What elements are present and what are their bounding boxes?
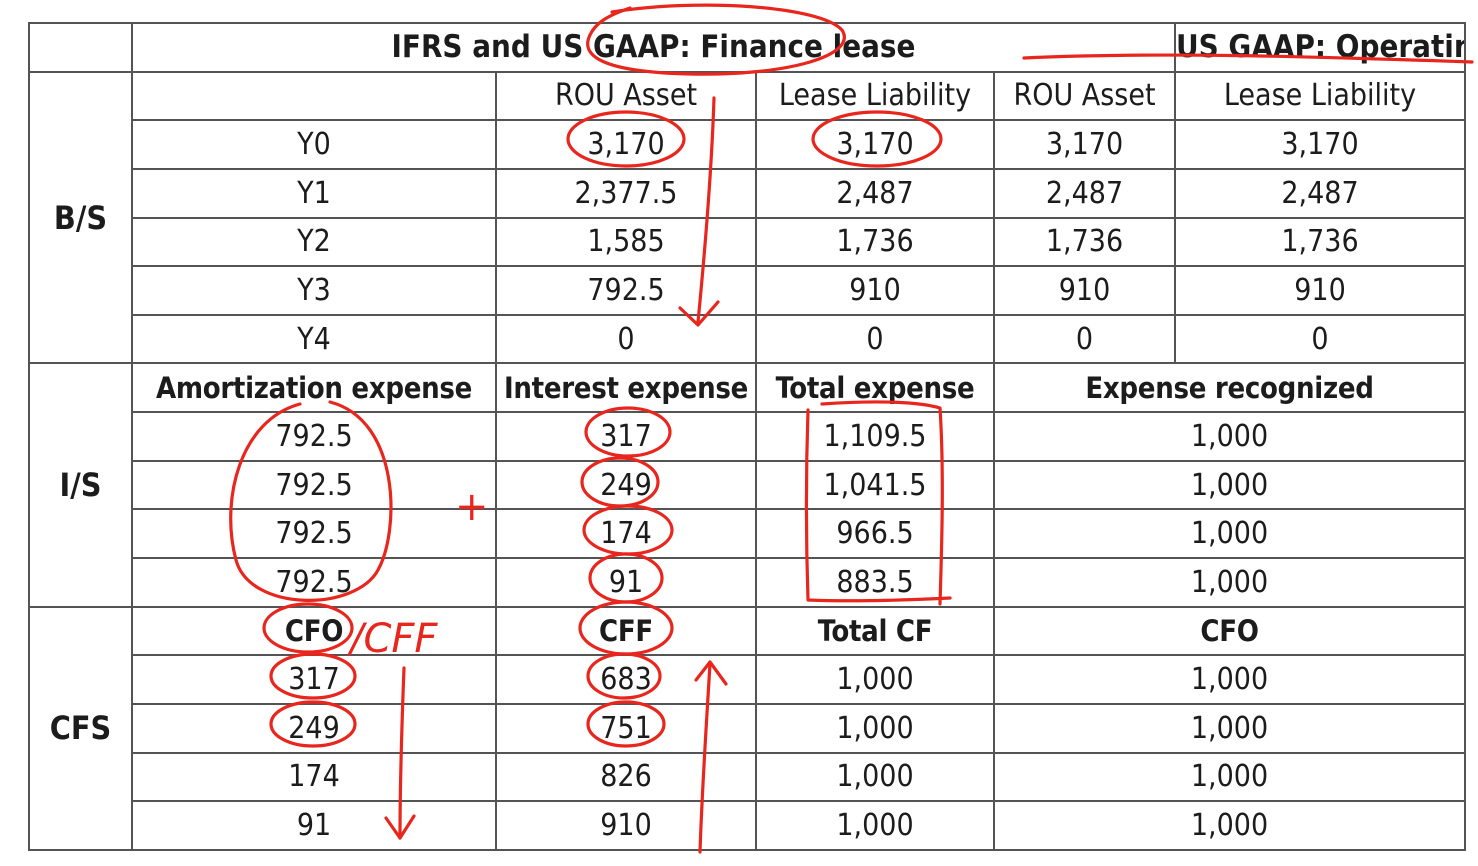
cfs-cfo: 91	[131, 800, 497, 851]
cfs-cff: 683	[495, 654, 757, 705]
bs-lease-liability: 3,170	[755, 119, 995, 170]
cfs-cff: 826	[495, 751, 757, 803]
bs-row: Y0 3,170 3,170 3,170 3,170	[29, 119, 1466, 170]
bs-op-lease-liability-header: Lease Liability	[1174, 70, 1466, 122]
is-total: 1,109.5	[755, 411, 995, 462]
cfs-op-cfo: 1,000	[993, 800, 1466, 851]
bs-rou-asset: 1,585	[495, 216, 757, 268]
lease-comparison-table: IFRS and US GAAP: Finance lease US GAAP:…	[28, 22, 1466, 852]
cfs-cfo: 317	[131, 654, 497, 705]
bs-lease-liability-header: Lease Liability	[755, 70, 995, 122]
cfs-total-cf: 1,000	[755, 751, 995, 803]
cfs-section-label: CFS	[28, 605, 133, 852]
is-recognized: 1,000	[993, 508, 1466, 560]
bs-rou-asset: 0	[495, 313, 757, 365]
is-amortization-header: Amortization expense	[131, 362, 497, 414]
bs-op-rou-asset: 910	[993, 265, 1176, 316]
bs-lease-liability: 1,736	[755, 216, 995, 268]
cfs-total-cf-header: Total CF	[755, 605, 995, 657]
cfs-cff-header: CFF	[495, 605, 757, 657]
cfs-cff: 910	[495, 800, 757, 851]
cfs-op-cfo: 1,000	[993, 751, 1466, 803]
is-total: 883.5	[755, 557, 995, 608]
header-row: IFRS and US GAAP: Finance lease US GAAP:…	[28, 22, 1466, 73]
bs-op-rou-asset: 1,736	[993, 216, 1176, 268]
bs-row: Y4 0 0 0 0	[29, 313, 1466, 365]
is-recognized: 1,000	[993, 557, 1466, 608]
bs-year: Y3	[131, 265, 497, 316]
is-section-label: I/S	[28, 362, 133, 608]
cfs-total-cf: 1,000	[755, 654, 995, 705]
cfs-total-cf: 1,000	[755, 702, 995, 754]
cfs-op-cfo: 1,000	[993, 702, 1466, 754]
is-total: 1,041.5	[755, 459, 995, 511]
operating-lease-title: US GAAP: Operating lease	[1174, 22, 1466, 73]
is-interest: 317	[495, 411, 757, 462]
bs-year: Y4	[131, 313, 497, 365]
bs-rou-asset: 792.5	[495, 265, 757, 316]
bs-op-lease-liability: 1,736	[1174, 216, 1466, 268]
bs-year: Y0	[131, 119, 497, 170]
cfs-row: 174 826 1,000 1,000	[29, 751, 1466, 803]
cfs-total-cf: 1,000	[755, 800, 995, 851]
bs-lease-liability: 2,487	[755, 167, 995, 219]
is-column-header-row: I/S Amortization expense Interest expens…	[28, 362, 1466, 608]
bs-op-rou-asset-header: ROU Asset	[993, 70, 1176, 122]
corner-cell	[28, 22, 133, 73]
is-interest: 249	[495, 459, 757, 511]
cfs-cfo: 249	[131, 702, 497, 754]
is-amortization: 792.5	[131, 557, 497, 608]
bs-year: Y1	[131, 167, 497, 219]
bs-op-lease-liability: 0	[1174, 313, 1466, 365]
is-amortization: 792.5	[131, 459, 497, 511]
cfs-row: 317 683 1,000 1,000	[29, 654, 1466, 705]
bs-rou-asset-header: ROU Asset	[495, 70, 757, 122]
is-recognized: 1,000	[993, 411, 1466, 462]
bs-op-rou-asset: 3,170	[993, 119, 1176, 170]
is-total-header: Total expense	[755, 362, 995, 414]
bs-op-rou-asset: 0	[993, 313, 1176, 365]
is-amortization: 792.5	[131, 508, 497, 560]
bs-op-lease-liability: 910	[1174, 265, 1466, 316]
is-row: 792.5 174 966.5 1,000	[29, 508, 1466, 560]
is-row: 792.5 91 883.5 1,000	[29, 557, 1466, 608]
is-interest: 174	[495, 508, 757, 560]
bs-year: Y2	[131, 216, 497, 268]
cfs-cfo: 174	[131, 751, 497, 803]
bs-op-lease-liability: 2,487	[1174, 167, 1466, 219]
is-total: 966.5	[755, 508, 995, 560]
bs-op-rou-asset: 2,487	[993, 167, 1176, 219]
bs-op-lease-liability: 3,170	[1174, 119, 1466, 170]
cfs-column-header-row: CFS CFO CFF Total CF CFO	[28, 605, 1466, 852]
is-recognized: 1,000	[993, 459, 1466, 511]
is-row: 792.5 317 1,109.5 1,000	[29, 411, 1466, 462]
cfs-row: 249 751 1,000 1,000	[29, 702, 1466, 754]
bs-year-header	[131, 70, 497, 122]
cfs-cfo-header: CFO	[131, 605, 497, 657]
cfs-op-cfo-header: CFO	[993, 605, 1466, 657]
cfs-row: 91 910 1,000 1,000	[29, 800, 1466, 851]
bs-lease-liability: 0	[755, 313, 995, 365]
is-interest: 91	[495, 557, 757, 608]
is-interest-header: Interest expense	[495, 362, 757, 414]
bs-row: Y1 2,377.5 2,487 2,487 2,487	[29, 167, 1466, 219]
is-recognized-header: Expense recognized	[993, 362, 1466, 414]
bs-row: Y2 1,585 1,736 1,736 1,736	[29, 216, 1466, 268]
is-amortization: 792.5	[131, 411, 497, 462]
is-row: 792.5 249 1,041.5 1,000	[29, 459, 1466, 511]
bs-row: Y3 792.5 910 910 910	[29, 265, 1466, 316]
cfs-op-cfo: 1,000	[993, 654, 1466, 705]
bs-rou-asset: 2,377.5	[495, 167, 757, 219]
bs-lease-liability: 910	[755, 265, 995, 316]
bs-column-header-row: B/S ROU Asset Lease Liability ROU Asset …	[28, 70, 1466, 365]
bs-section-label: B/S	[28, 70, 133, 365]
finance-lease-title: IFRS and US GAAP: Finance lease	[131, 22, 1176, 73]
bs-rou-asset: 3,170	[495, 119, 757, 170]
cfs-cff: 751	[495, 702, 757, 754]
